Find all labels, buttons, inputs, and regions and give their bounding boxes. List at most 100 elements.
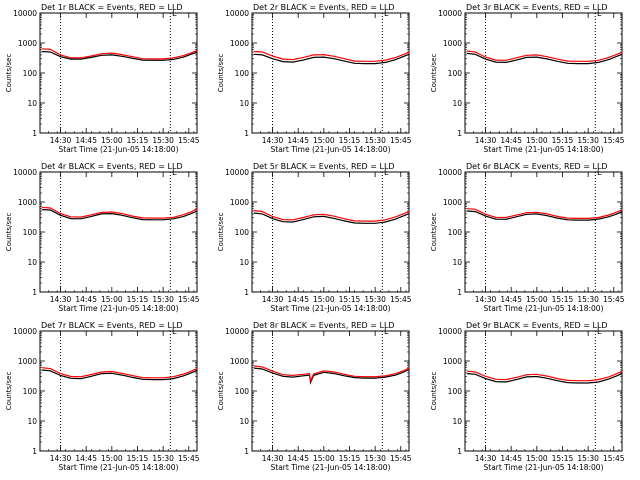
- x-tick-label: 15:30: [577, 295, 599, 304]
- data-point-lld: [587, 60, 589, 62]
- data-point-lld: [111, 52, 113, 54]
- x-axis-label: Start Time (21-Jun-05 14:18:00): [484, 145, 604, 154]
- data-point-lld: [364, 376, 366, 378]
- data-point-lld: [323, 214, 325, 215]
- data-point-lld: [196, 50, 198, 51]
- data-point-lld: [183, 214, 185, 216]
- data-point-lld: [90, 214, 92, 216]
- data-point-lld: [474, 51, 476, 53]
- x-tick-label: 15:45: [178, 454, 200, 463]
- data-point-events: [272, 58, 273, 60]
- y-tick-label: 10: [452, 99, 462, 108]
- data-point-events: [536, 376, 538, 377]
- data-point-events: [111, 372, 113, 374]
- data-point-events: [408, 369, 410, 370]
- data-point-events: [90, 375, 92, 377]
- data-point-lld: [557, 378, 558, 379]
- data-point-lld: [395, 57, 397, 58]
- data-point-lld: [70, 57, 72, 59]
- data-point-events: [385, 376, 386, 378]
- data-point-lld: [152, 58, 154, 60]
- y-tick-label: 10000: [13, 168, 37, 177]
- x-tick-label: 15:15: [339, 454, 361, 463]
- data-point-events: [162, 219, 164, 221]
- data-point-lld: [385, 375, 386, 377]
- data-point-events: [142, 219, 144, 221]
- data-point-lld: [49, 49, 51, 50]
- data-point-events: [121, 55, 123, 57]
- x-tick-label: 14:30: [50, 454, 72, 463]
- data-point-lld: [577, 218, 579, 219]
- data-point-lld: [598, 379, 599, 380]
- data-point-events: [142, 378, 144, 380]
- y-tick-label: 1: [457, 288, 462, 297]
- x-tick-label: 14:45: [287, 454, 309, 463]
- x-tick-label: 14:30: [50, 295, 72, 304]
- data-point-lld: [292, 219, 294, 221]
- x-axis-label: Start Time (21-Jun-05 14:18:00): [271, 463, 391, 472]
- data-point-lld: [101, 53, 102, 55]
- chart-panel-det-7: Det 7r BLACK = Events, RED = LLDL1101001…: [5, 321, 200, 472]
- data-point-events: [354, 62, 355, 64]
- data-point-lld: [374, 60, 376, 62]
- x-tick-label: 15:45: [390, 295, 412, 304]
- data-point-events: [90, 216, 92, 217]
- data-point-lld: [191, 211, 193, 213]
- y-tick-label: 1000: [230, 39, 249, 48]
- data-point-events: [41, 369, 43, 371]
- data-point-events: [385, 221, 386, 223]
- data-point-lld: [121, 213, 123, 215]
- y-tick-label: 100: [235, 387, 250, 396]
- data-point-events: [485, 378, 486, 379]
- chart-panel-det-5: Det 5r BLACK = Events, RED = LLDL1101001…: [217, 162, 412, 313]
- data-point-events: [408, 213, 410, 215]
- data-point-lld: [344, 218, 345, 220]
- data-point-events: [616, 375, 618, 377]
- data-point-lld: [162, 377, 164, 379]
- data-point-events: [408, 53, 410, 55]
- y-tick-label: 10: [27, 99, 37, 108]
- data-point-events: [495, 61, 497, 63]
- data-point-events: [70, 58, 72, 60]
- y-tick-label: 10: [239, 417, 249, 426]
- data-point-events: [121, 374, 123, 376]
- data-point-events: [505, 218, 507, 220]
- y-axis-label: Counts/sec: [217, 213, 225, 252]
- data-point-events: [253, 53, 255, 55]
- y-tick-label: 1000: [18, 198, 37, 207]
- data-point-events: [162, 379, 164, 380]
- data-point-events: [173, 59, 174, 60]
- data-point-events: [577, 219, 579, 221]
- data-point-events: [364, 222, 366, 224]
- data-point-lld: [272, 55, 273, 57]
- data-point-events: [132, 217, 133, 219]
- y-tick-label: 10000: [438, 9, 462, 18]
- data-point-events: [70, 377, 72, 379]
- data-point-lld: [408, 211, 410, 213]
- data-point-events: [485, 215, 486, 217]
- data-point-lld: [567, 380, 568, 381]
- data-point-lld: [90, 55, 92, 57]
- data-point-lld: [313, 373, 314, 375]
- data-point-events: [162, 59, 164, 61]
- data-point-events: [121, 214, 123, 216]
- x-tick-label: 15:30: [364, 295, 386, 304]
- data-point-lld: [313, 214, 314, 216]
- data-point-events: [101, 213, 102, 215]
- y-tick-label: 10000: [438, 327, 462, 336]
- data-point-lld: [111, 371, 113, 372]
- data-point-events: [49, 370, 51, 372]
- data-point-lld: [49, 368, 51, 369]
- series-line-lld: [467, 50, 623, 62]
- data-point-events: [395, 59, 397, 60]
- data-point-lld: [505, 379, 507, 380]
- data-point-lld: [80, 216, 82, 218]
- data-point-lld: [621, 209, 623, 211]
- data-point-events: [333, 218, 335, 219]
- x-tick-label: 14:30: [475, 295, 497, 304]
- data-point-lld: [142, 217, 144, 219]
- data-point-lld: [41, 367, 43, 369]
- data-point-events: [60, 214, 61, 216]
- chart-panel-det-8: Det 8r BLACK = Events, RED = LLDL1101001…: [217, 321, 412, 472]
